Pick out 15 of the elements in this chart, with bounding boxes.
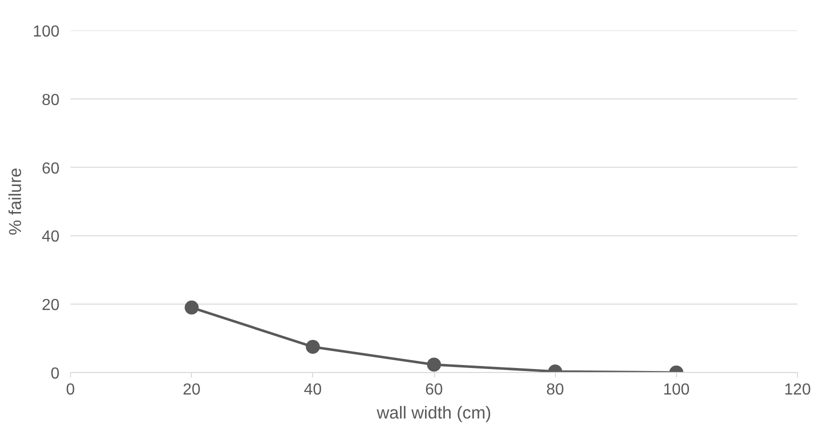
y-axis-title: % failure bbox=[4, 168, 25, 236]
x-tick-label: 100 bbox=[662, 382, 690, 398]
y-tick-label: 80 bbox=[42, 92, 60, 109]
y-tick-label: 20 bbox=[42, 297, 60, 314]
x-tick-label: 20 bbox=[182, 382, 201, 398]
x-tick-label: 60 bbox=[425, 382, 443, 398]
x-tick-label: 0 bbox=[66, 382, 76, 398]
y-tick-label: 100 bbox=[32, 24, 60, 40]
y-tick-label: 60 bbox=[42, 160, 60, 178]
x-tick-label: 120 bbox=[784, 382, 811, 398]
x-tick-label: 80 bbox=[546, 382, 564, 398]
x-axis-title: wall width (cm) bbox=[376, 402, 492, 422]
y-tick-label: 0 bbox=[50, 366, 60, 382]
y-tick-label: 40 bbox=[42, 228, 60, 246]
x-tick-label: 40 bbox=[304, 382, 322, 398]
